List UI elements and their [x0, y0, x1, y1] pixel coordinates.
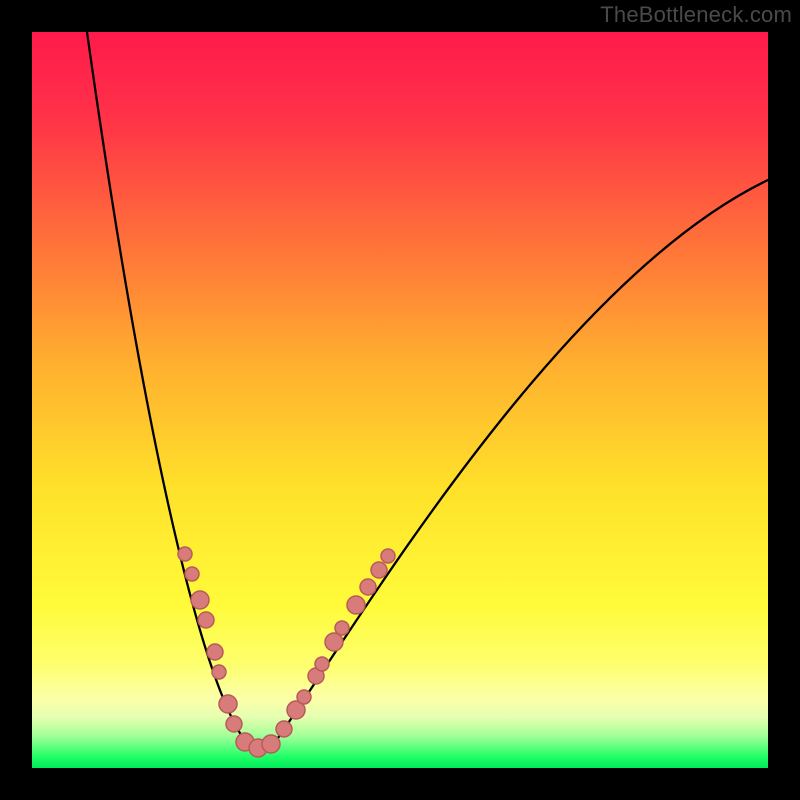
data-marker — [347, 596, 365, 614]
plot-background — [32, 32, 768, 768]
data-marker — [226, 716, 242, 732]
chart-frame: TheBottleneck.com — [0, 0, 800, 800]
data-marker — [335, 621, 349, 635]
data-marker — [381, 549, 395, 563]
data-marker — [315, 657, 329, 671]
data-marker — [198, 612, 214, 628]
data-marker — [178, 547, 192, 561]
data-marker — [276, 721, 292, 737]
data-marker — [371, 562, 387, 578]
data-marker — [297, 690, 311, 704]
data-marker — [262, 735, 280, 753]
data-marker — [212, 665, 226, 679]
data-marker — [191, 591, 209, 609]
data-marker — [185, 567, 199, 581]
watermark-text: TheBottleneck.com — [600, 2, 792, 28]
data-marker — [219, 695, 237, 713]
data-marker — [207, 644, 223, 660]
data-marker — [325, 633, 343, 651]
bottleneck-chart — [0, 0, 800, 800]
data-marker — [360, 579, 376, 595]
